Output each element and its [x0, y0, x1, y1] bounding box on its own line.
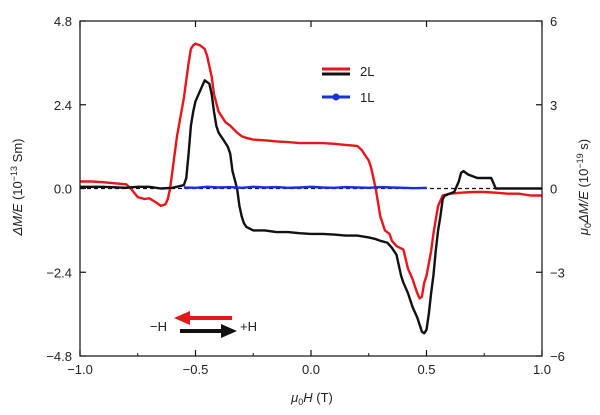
annotation-minus-h: −H: [150, 319, 167, 334]
y-left-tick-label: 2.4: [54, 98, 72, 113]
arrowhead-right-black: [221, 324, 237, 338]
plot-area: −1.0 −0.5 0.0 0.5 1.0 −4.8 −2.4 0.0 2.4 4.8 −6 −3 0 3…: [46, 14, 565, 377]
y-left-tick-label: 4.8: [54, 14, 72, 29]
svg-text:μ0H (T): μ0H (T): [290, 390, 333, 407]
y-right-tick-label: −3: [550, 265, 565, 280]
x-tick-label: 1.0: [533, 362, 551, 377]
annotation-plus-h: +H: [240, 319, 257, 334]
legend-marker-1l: [332, 93, 340, 101]
x-tick-label: −0.5: [183, 362, 209, 377]
y-right-tick-label: 3: [550, 98, 557, 113]
y-axis-left-title: ΔM/E (10−13 Sm): [9, 139, 25, 237]
y-right-tick-label: −6: [550, 349, 565, 364]
legend-label-1l: 1L: [360, 90, 374, 105]
sweep-direction-annotation: −H +H: [150, 311, 257, 338]
legend-label-2l: 2L: [360, 64, 374, 79]
x-tick-label: 0.0: [302, 362, 320, 377]
y-left-tick-label: −4.8: [46, 349, 72, 364]
x-axis-title: μ0H (T): [290, 390, 333, 407]
x-tick-label: −1.0: [67, 362, 93, 377]
svg-text:ΔM/E (10−13 Sm): ΔM/E (10−13 Sm): [9, 139, 25, 237]
series-line-2l-0: [80, 42, 542, 300]
svg-text:μ0ΔM/E (10−19 s): μ0ΔM/E (10−19 s): [575, 139, 593, 236]
y-right-tick-label: 6: [550, 14, 557, 29]
series-line-2l-1: [80, 79, 542, 335]
y-right-tick-label: 0: [550, 182, 557, 197]
legend: 2L 1L: [322, 64, 374, 105]
series-line-1l-2: [183, 185, 427, 190]
y-left-tick-label: 0.0: [54, 182, 72, 197]
arrowhead-left-red: [174, 311, 190, 325]
y-axis-right-title: μ0ΔM/E (10−19 s): [575, 139, 593, 236]
x-tick-label: 0.5: [417, 362, 435, 377]
y-left-tick-label: −2.4: [46, 265, 72, 280]
